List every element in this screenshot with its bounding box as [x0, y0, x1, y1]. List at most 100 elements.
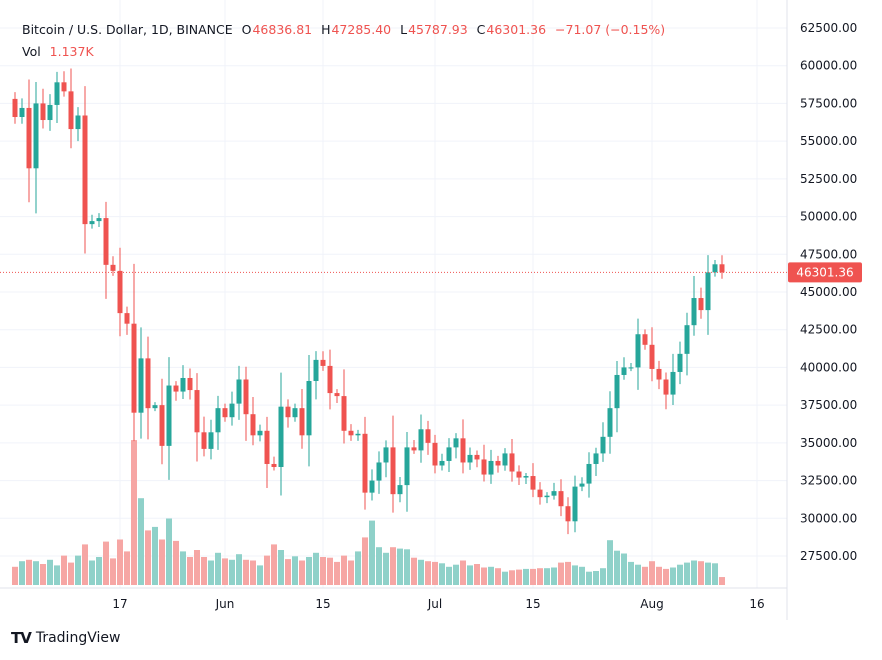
candle	[502, 448, 508, 471]
candle-body	[75, 115, 81, 130]
candle-body	[180, 377, 186, 392]
candle	[341, 369, 347, 444]
volume-bar	[558, 562, 564, 585]
volume-bar	[362, 537, 368, 585]
volume-bar	[327, 557, 333, 585]
volume-bar	[460, 560, 466, 585]
volume-bar	[271, 544, 277, 585]
volume-bar	[544, 568, 550, 585]
price-axis-label: 32500.00	[800, 474, 857, 488]
candle	[89, 214, 95, 229]
candle	[712, 260, 718, 277]
candle-body	[40, 103, 46, 121]
price-axis-label: 47500.00	[800, 247, 857, 261]
volume-bar	[579, 566, 585, 585]
price-axis-label: 40000.00	[800, 360, 857, 374]
volume-bar	[404, 549, 410, 585]
volume-bar	[103, 541, 109, 585]
candle	[642, 329, 648, 350]
volume-bar	[502, 571, 508, 585]
candle	[383, 440, 389, 478]
candle-body	[327, 365, 333, 394]
candle	[425, 420, 431, 455]
tradingview-branding[interactable]: TV TradingView	[11, 629, 120, 647]
candle	[47, 94, 53, 131]
volume-bar	[369, 520, 375, 585]
volume-bar	[89, 560, 95, 585]
volume-bar	[467, 565, 473, 585]
candle	[635, 318, 641, 390]
volume-bar	[208, 560, 214, 585]
candle-body	[649, 344, 655, 369]
time-axis-label: 17	[112, 597, 127, 611]
volume-bar	[383, 552, 389, 585]
candle	[411, 440, 417, 454]
candle	[467, 447, 473, 470]
candle	[264, 416, 270, 489]
volume-bar	[656, 566, 662, 585]
chart-legend: Bitcoin / U.S. Dollar, 1D, BINANCE O4683…	[22, 19, 666, 63]
volume-bar	[411, 557, 417, 585]
candle-body	[33, 103, 39, 169]
candle-body	[110, 264, 116, 271]
low-label: L	[400, 22, 408, 37]
volume-bar	[187, 557, 193, 585]
open-value: 46836.81	[252, 22, 313, 37]
volume-bar	[194, 550, 200, 585]
candle-body	[712, 264, 718, 273]
volume-bar	[495, 568, 501, 585]
volume-bar	[159, 539, 165, 585]
candle	[68, 68, 74, 149]
candle	[271, 456, 277, 471]
candle	[61, 71, 67, 97]
volume-bar	[614, 550, 620, 585]
candle-body	[320, 359, 326, 366]
candle	[404, 431, 410, 512]
volume-bar	[565, 561, 571, 585]
volume-bar	[96, 557, 102, 585]
candle-body	[530, 476, 536, 490]
volume-bar	[341, 555, 347, 585]
brand-name: TradingView	[35, 630, 121, 646]
candle	[390, 415, 396, 513]
candle	[103, 201, 109, 299]
candle-body	[201, 432, 207, 449]
volume-bar	[586, 571, 592, 585]
candle	[159, 378, 165, 465]
candle-body	[467, 454, 473, 463]
candle-body	[411, 447, 417, 451]
candle-body	[418, 429, 424, 451]
volume-bar	[698, 561, 704, 585]
volume-bar	[355, 551, 361, 585]
candle-body	[222, 408, 228, 418]
candle	[677, 341, 683, 385]
candle	[222, 403, 228, 422]
candle-body	[47, 104, 53, 121]
candle	[453, 433, 459, 459]
candle	[75, 107, 81, 142]
candle	[509, 439, 515, 482]
candle-body	[404, 447, 410, 486]
volume-bar	[264, 555, 270, 585]
candle	[579, 477, 585, 492]
volume-bar	[425, 561, 431, 585]
candle	[446, 438, 452, 473]
candle	[243, 366, 249, 441]
candle-body	[278, 406, 284, 467]
volume-bar	[166, 518, 172, 585]
candle-body	[390, 447, 396, 495]
candle	[26, 79, 32, 203]
volume-bar	[600, 568, 606, 585]
volume-bar	[285, 559, 291, 585]
candle-body	[663, 379, 669, 395]
volume-bar	[299, 560, 305, 585]
time-axis-label: Jul	[427, 597, 442, 611]
candle-body	[187, 377, 193, 391]
candle	[418, 414, 424, 463]
volume-bar	[257, 565, 263, 585]
candle	[138, 327, 144, 439]
candle-body	[26, 107, 32, 169]
candle	[516, 465, 522, 485]
close-value: 46301.36	[486, 22, 547, 37]
